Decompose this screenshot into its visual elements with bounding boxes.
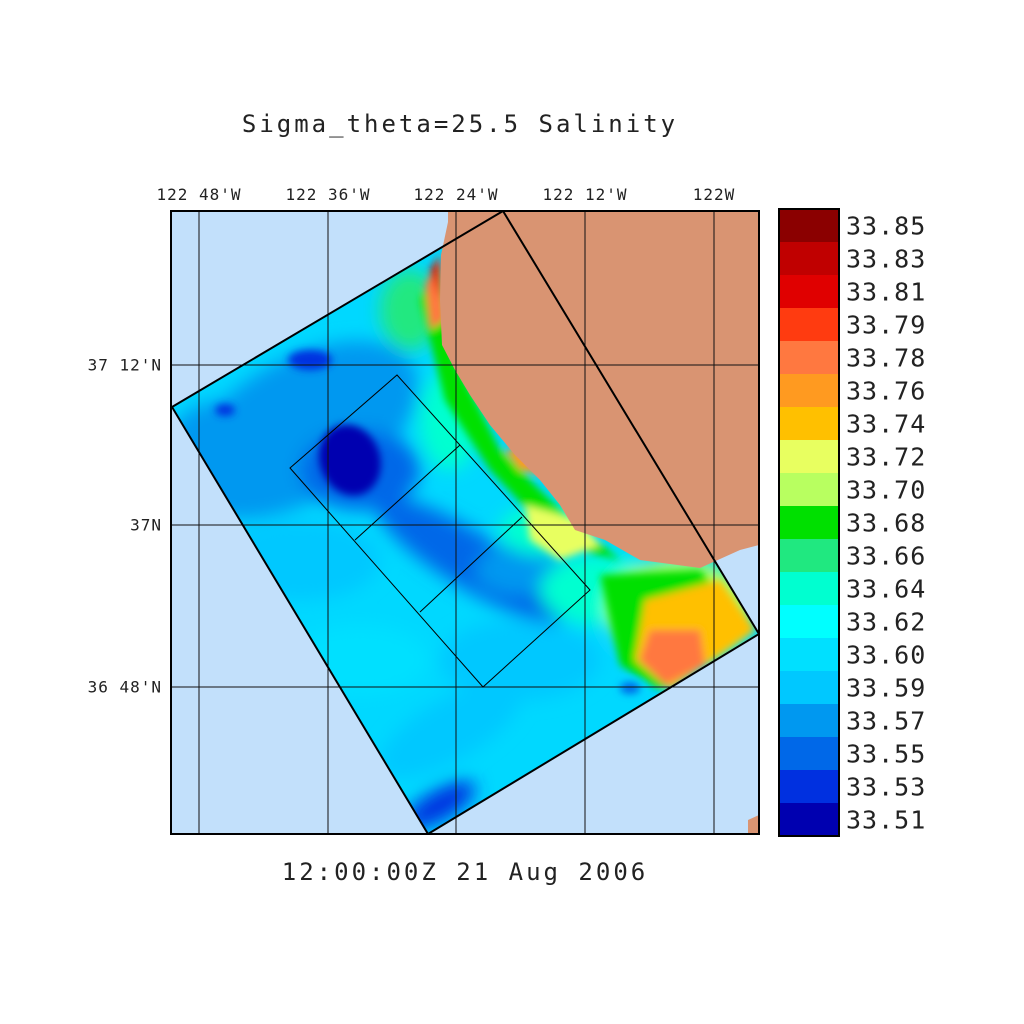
- colorbar-swatch: [779, 308, 839, 342]
- colorbar-label: 33.64: [846, 574, 927, 603]
- model-domain-outline: [171, 211, 759, 834]
- lon-label-122-12w: 122 12'W: [542, 185, 628, 204]
- colorbar-swatch: [779, 374, 839, 408]
- colorbar-swatch: [779, 704, 839, 738]
- colorbar-swatch: [779, 572, 839, 606]
- colorbar-swatch: [779, 737, 839, 771]
- colorbar-label: 33.72: [846, 442, 927, 471]
- lat-label-36-48n: 36 48'N: [87, 677, 162, 697]
- colorbar-swatch: [779, 638, 839, 672]
- inner-box-divider-1: [354, 444, 461, 541]
- lon-label-122-48w: 122 48'W: [156, 185, 242, 204]
- colorbar-label: 33.60: [846, 640, 927, 669]
- lat-label-37-12n: 37 12'N: [87, 355, 162, 375]
- map-title: Sigma_theta=25.5 Salinity: [241, 110, 679, 138]
- colorbar-label: 33.81: [846, 277, 927, 306]
- colorbar-label: 33.78: [846, 343, 927, 372]
- colorbar-label: 33.79: [846, 310, 927, 339]
- colorbar-swatch: [779, 506, 839, 540]
- colorbar-label: 33.51: [846, 805, 927, 834]
- colorbar-label: 33.68: [846, 508, 927, 537]
- map-frame: [170, 210, 760, 835]
- lon-label-122-36w: 122 36'W: [285, 185, 371, 204]
- colorbar-label: 33.55: [846, 739, 927, 768]
- colorbar-label: 33.74: [846, 409, 927, 438]
- colorbar-swatch: [779, 440, 839, 474]
- coastline-land: [440, 211, 759, 568]
- lon-label-122w: 122W: [692, 185, 736, 204]
- colorbar-swatch: [779, 770, 839, 804]
- colorbar-label: 33.59: [846, 673, 927, 702]
- timestamp: 12:00:00Z 21 Aug 2006: [281, 858, 649, 886]
- colorbar-swatch: [779, 209, 839, 243]
- colorbar-swatch: [779, 341, 839, 375]
- colorbar-label: 33.66: [846, 541, 927, 570]
- grid-lines: [171, 211, 759, 834]
- colorbar-label: 33.70: [846, 475, 927, 504]
- colorbar-label: 33.53: [846, 772, 927, 801]
- colorbar-label: 33.83: [846, 244, 927, 273]
- colorbar: [778, 208, 840, 837]
- colorbar-swatch: [779, 803, 839, 837]
- colorbar-swatch: [779, 275, 839, 309]
- colorbar-swatch: [779, 539, 839, 573]
- colorbar-label: 33.76: [846, 376, 927, 405]
- colorbar-swatch: [779, 242, 839, 276]
- colorbar-swatch: [779, 407, 839, 441]
- lat-label-37n: 37N: [130, 515, 162, 535]
- colorbar-swatch: [779, 473, 839, 507]
- colorbar-label: 33.62: [846, 607, 927, 636]
- colorbar-label: 33.57: [846, 706, 927, 735]
- colorbar-frame: [778, 208, 840, 837]
- colorbar-label: 33.85: [846, 211, 927, 240]
- inner-box-outline: [289, 374, 591, 688]
- colorbar-swatch: [779, 605, 839, 639]
- colorbar-swatch: [779, 671, 839, 705]
- coastline-land-south: [748, 815, 759, 834]
- inner-box-divider-2: [419, 516, 523, 613]
- lon-label-122-24w: 122 24'W: [413, 185, 499, 204]
